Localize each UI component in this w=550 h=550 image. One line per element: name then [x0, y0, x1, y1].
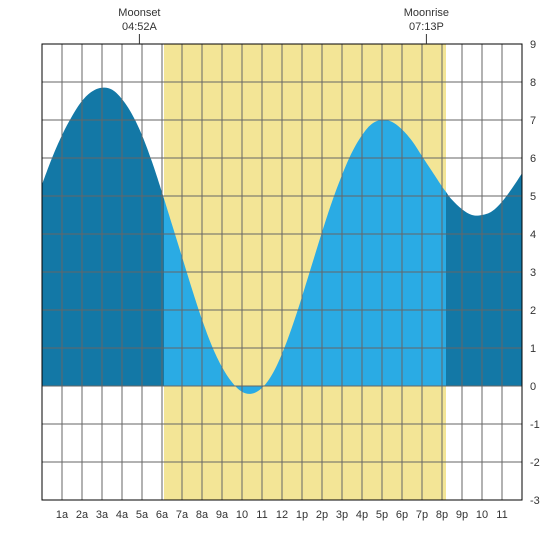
chart-svg: -3-2-101234567891a2a3a4a5a6a7a8a9a101112…: [0, 0, 550, 550]
x-tick-label: 3p: [336, 509, 348, 521]
x-tick-label: 11: [496, 509, 507, 521]
x-tick-label: 4p: [356, 509, 368, 521]
x-tick-label: 7a: [176, 509, 189, 521]
x-tick-label: 8a: [196, 509, 209, 521]
x-tick-label: 6a: [156, 509, 169, 521]
x-tick-label: 1p: [296, 509, 308, 521]
x-tick-label: 2a: [76, 509, 89, 521]
x-tick-label: 1a: [56, 509, 69, 521]
y-tick-label: -1: [530, 419, 540, 431]
x-tick-label: 5a: [136, 509, 149, 521]
y-tick-label: 7: [530, 115, 536, 127]
x-tick-label: 7p: [416, 509, 428, 521]
x-tick-label: 10: [476, 509, 488, 521]
x-tick-label: 5p: [376, 509, 388, 521]
y-tick-label: -3: [530, 495, 540, 507]
y-tick-label: 2: [530, 305, 536, 317]
x-tick-label: 9a: [216, 509, 229, 521]
x-tick-label: 6p: [396, 509, 408, 521]
tide-chart: -3-2-101234567891a2a3a4a5a6a7a8a9a101112…: [0, 0, 550, 550]
tide-area-night-am: [42, 88, 164, 386]
x-tick-label: 4a: [116, 509, 129, 521]
x-tick-label: 10: [236, 509, 248, 521]
y-tick-label: 9: [530, 39, 536, 51]
y-tick-label: 3: [530, 267, 536, 279]
x-tick-label: 2p: [316, 509, 328, 521]
y-tick-label: 0: [530, 381, 536, 393]
x-tick-label: 3a: [96, 509, 109, 521]
x-tick-label: 9p: [456, 509, 468, 521]
y-tick-label: 1: [530, 343, 536, 355]
x-tick-label: 11: [256, 509, 267, 521]
moonrise-time: 07:13P: [409, 21, 444, 33]
y-tick-label: 4: [530, 229, 536, 241]
tide-area-night-pm: [446, 173, 522, 386]
x-tick-label: 12: [276, 509, 288, 521]
y-tick-label: 8: [530, 77, 536, 89]
moonset-label: Moonset: [118, 7, 160, 19]
moonrise-label: Moonrise: [404, 7, 449, 19]
y-tick-label: 6: [530, 153, 536, 165]
moonset-time: 04:52A: [122, 21, 158, 33]
y-tick-label: 5: [530, 191, 536, 203]
x-tick-label: 8p: [436, 509, 448, 521]
y-tick-label: -2: [530, 457, 540, 469]
